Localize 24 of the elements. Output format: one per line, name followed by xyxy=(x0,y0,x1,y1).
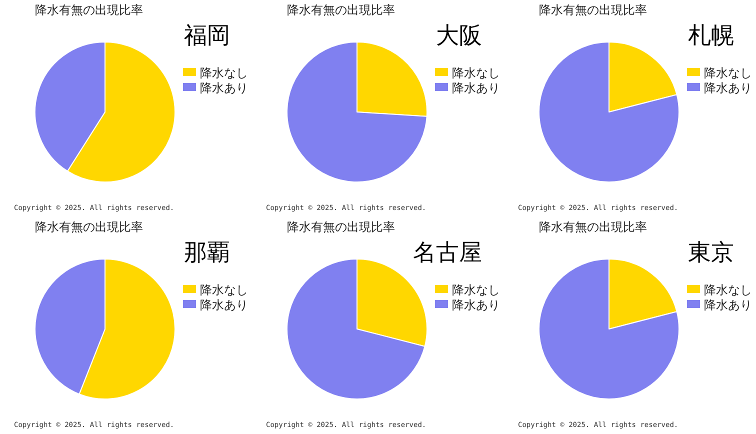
chart-subtitle: 名古屋 xyxy=(413,240,482,266)
chart-subtitle: 札幌 xyxy=(688,23,734,49)
legend-label: 降水あり xyxy=(200,298,248,312)
chart-subtitle: 那覇 xyxy=(184,240,230,266)
chart-subtitle: 東京 xyxy=(688,240,734,266)
legend-label: 降水なし xyxy=(704,283,752,297)
legend-label: 降水あり xyxy=(704,298,752,312)
chart-title: 降水有無の出現比率 xyxy=(35,220,143,234)
legend-label: 降水なし xyxy=(452,283,500,297)
chart-subtitle: 福岡 xyxy=(184,23,230,49)
legend-label: 降水なし xyxy=(704,66,752,80)
chart-title: 降水有無の出現比率 xyxy=(35,3,143,17)
legend-label: 降水あり xyxy=(452,298,500,312)
legend-label: 降水なし xyxy=(452,66,500,80)
chart-title: 降水有無の出現比率 xyxy=(287,3,395,17)
chart-title: 降水有無の出現比率 xyxy=(287,220,395,234)
legend-label: 降水あり xyxy=(704,81,752,95)
chart-title: 降水有無の出現比率 xyxy=(539,3,647,17)
legend-label: 降水あり xyxy=(452,81,500,95)
legend-label: 降水なし xyxy=(200,283,248,297)
legend-label: 降水なし xyxy=(200,66,248,80)
chart-title: 降水有無の出現比率 xyxy=(539,220,647,234)
legend-label: 降水あり xyxy=(200,81,248,95)
chart-subtitle: 大阪 xyxy=(436,23,482,49)
